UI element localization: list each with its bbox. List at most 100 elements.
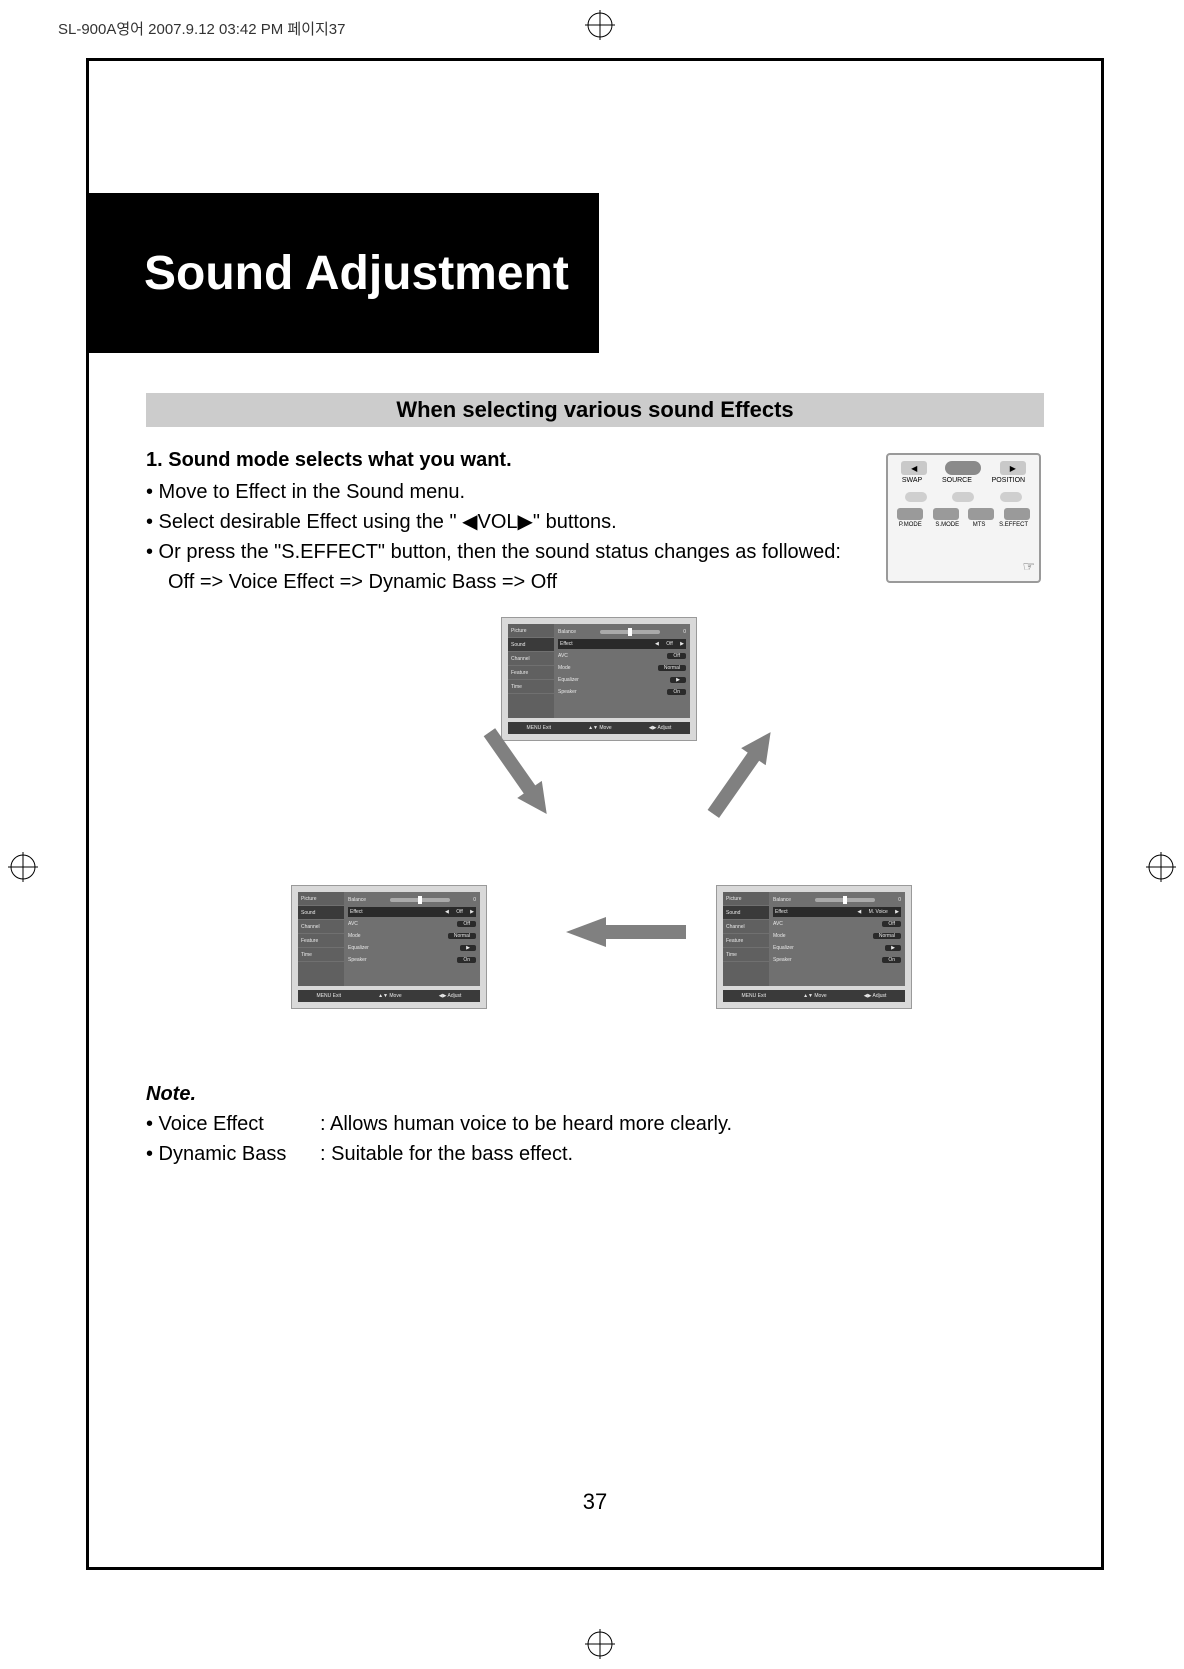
osd-value: M. Voice	[863, 909, 894, 915]
osd-label: AVC	[558, 653, 568, 659]
osd-tab-active: Sound	[298, 906, 344, 920]
remote-button-icon	[897, 508, 923, 520]
osd-footer-hint: ▲▼ Move	[803, 993, 827, 999]
remote-right-arrow-icon: ▶	[1000, 461, 1026, 475]
osd-footer-hint: MENU Exit	[742, 993, 766, 999]
crop-mark-bottom	[585, 1629, 615, 1659]
osd-label: Equalizer	[558, 677, 579, 683]
remote-source-button-icon	[945, 461, 981, 475]
instruction-lead: 1. Sound mode selects what you want.	[146, 445, 901, 475]
note-block: Note. • Voice Effect : Allows human voic…	[146, 1079, 1044, 1169]
osd-label: Balance	[773, 897, 791, 903]
page-number: 37	[89, 1489, 1101, 1515]
osd-screenshot-top: Picture Sound Channel Feature Time Balan…	[501, 617, 697, 741]
osd-label: Speaker	[773, 957, 792, 963]
remote-button-icon	[933, 508, 959, 520]
page-title: Sound Adjustment	[144, 246, 569, 301]
osd-footer-hint: MENU Exit	[317, 993, 341, 999]
osd-value: Off	[882, 921, 901, 927]
manual-page: Sound Adjustment When selecting various …	[86, 58, 1104, 1570]
osd-value: Off	[450, 909, 469, 915]
osd-tab: Time	[723, 948, 769, 962]
remote-label: S.EFFECT	[999, 522, 1028, 528]
remote-small-button-icon	[952, 492, 974, 502]
osd-label: Mode	[558, 665, 571, 671]
osd-label: Effect	[560, 641, 573, 647]
section-heading: When selecting various sound Effects	[396, 397, 793, 422]
osd-value: 0	[683, 629, 686, 635]
osd-footer-hint: MENU Exit	[527, 725, 551, 731]
osd-label: Speaker	[348, 957, 367, 963]
osd-label: Effect	[350, 909, 363, 915]
osd-tab: Picture	[508, 624, 554, 638]
instructions-block: 1. Sound mode selects what you want. • M…	[146, 445, 901, 597]
remote-small-button-icon	[905, 492, 927, 502]
osd-value: Off	[660, 641, 679, 647]
hand-pointer-icon: ☞	[1022, 558, 1035, 575]
instruction-bullet: • Or press the "S.EFFECT" button, then t…	[146, 537, 901, 567]
remote-left-arrow-icon: ◀	[901, 461, 927, 475]
osd-value: On	[457, 957, 476, 963]
page-title-block: Sound Adjustment	[89, 193, 599, 353]
note-definition: : Suitable for the bass effect.	[320, 1139, 1044, 1169]
osd-value: 0	[473, 897, 476, 903]
osd-tab: Feature	[298, 934, 344, 948]
osd-footer-hint: ▲▼ Move	[378, 993, 402, 999]
osd-tab: Picture	[723, 892, 769, 906]
osd-value: ▶	[460, 945, 476, 951]
section-heading-bar: When selecting various sound Effects	[146, 393, 1044, 427]
osd-value: ▶	[885, 945, 901, 951]
osd-tab: Feature	[508, 666, 554, 680]
osd-footer-hint: ◀▶ Adjust	[439, 993, 462, 999]
osd-footer-hint: ▲▼ Move	[588, 725, 612, 731]
osd-value: Off	[457, 921, 476, 927]
osd-label: Mode	[348, 933, 361, 939]
osd-screenshot-left: Picture Sound Channel Feature Time Balan…	[291, 885, 487, 1009]
remote-label: SWAP	[902, 477, 922, 484]
osd-tab: Channel	[298, 920, 344, 934]
osd-value: On	[667, 689, 686, 695]
print-header: SL-900A영어 2007.9.12 03:42 PM 페이지37	[58, 18, 346, 39]
osd-label: Effect	[775, 909, 788, 915]
remote-illustration: ◀ ▶ SWAP SOURCE POSITION P.MODE S.MODE M…	[886, 453, 1041, 583]
osd-label: Equalizer	[773, 945, 794, 951]
osd-tab: Time	[508, 680, 554, 694]
osd-value: Off	[667, 653, 686, 659]
osd-label: Mode	[773, 933, 786, 939]
osd-tab: Time	[298, 948, 344, 962]
osd-label: Equalizer	[348, 945, 369, 951]
osd-label: AVC	[348, 921, 358, 927]
osd-footer-hint: ◀▶ Adjust	[649, 725, 672, 731]
osd-value: 0	[898, 897, 901, 903]
osd-value: ▶	[670, 677, 686, 683]
osd-value: Normal	[448, 933, 476, 939]
instruction-bullet: • Move to Effect in the Sound menu.	[146, 477, 901, 507]
note-term: • Dynamic Bass	[146, 1139, 320, 1169]
remote-small-button-icon	[1000, 492, 1022, 502]
osd-label: Balance	[558, 629, 576, 635]
note-heading: Note.	[146, 1079, 1044, 1109]
remote-button-icon	[1004, 508, 1030, 520]
cycle-arrow-icon	[701, 724, 787, 826]
osd-tab: Picture	[298, 892, 344, 906]
remote-label: S.MODE	[935, 522, 959, 528]
osd-tab-active: Sound	[723, 906, 769, 920]
remote-button-icon	[968, 508, 994, 520]
osd-tab: Channel	[508, 652, 554, 666]
note-term: • Voice Effect	[146, 1109, 320, 1139]
cycle-arrow-icon	[566, 917, 686, 952]
crop-mark-right	[1146, 852, 1176, 882]
osd-value: Normal	[873, 933, 901, 939]
remote-label: P.MODE	[899, 522, 922, 528]
remote-label: POSITION	[992, 477, 1025, 484]
osd-tab: Feature	[723, 934, 769, 948]
note-definition: : Allows human voice to be heard more cl…	[320, 1109, 1044, 1139]
osd-screenshot-right: Picture Sound Channel Feature Time Balan…	[716, 885, 912, 1009]
osd-tab-active: Sound	[508, 638, 554, 652]
osd-cycle-diagram: Picture Sound Channel Feature Time Balan…	[146, 617, 1044, 1057]
crop-mark-left	[8, 852, 38, 882]
osd-label: Speaker	[558, 689, 577, 695]
instruction-sequence: Off => Voice Effect => Dynamic Bass => O…	[168, 567, 901, 597]
remote-label: MTS	[973, 522, 986, 528]
osd-value: Normal	[658, 665, 686, 671]
